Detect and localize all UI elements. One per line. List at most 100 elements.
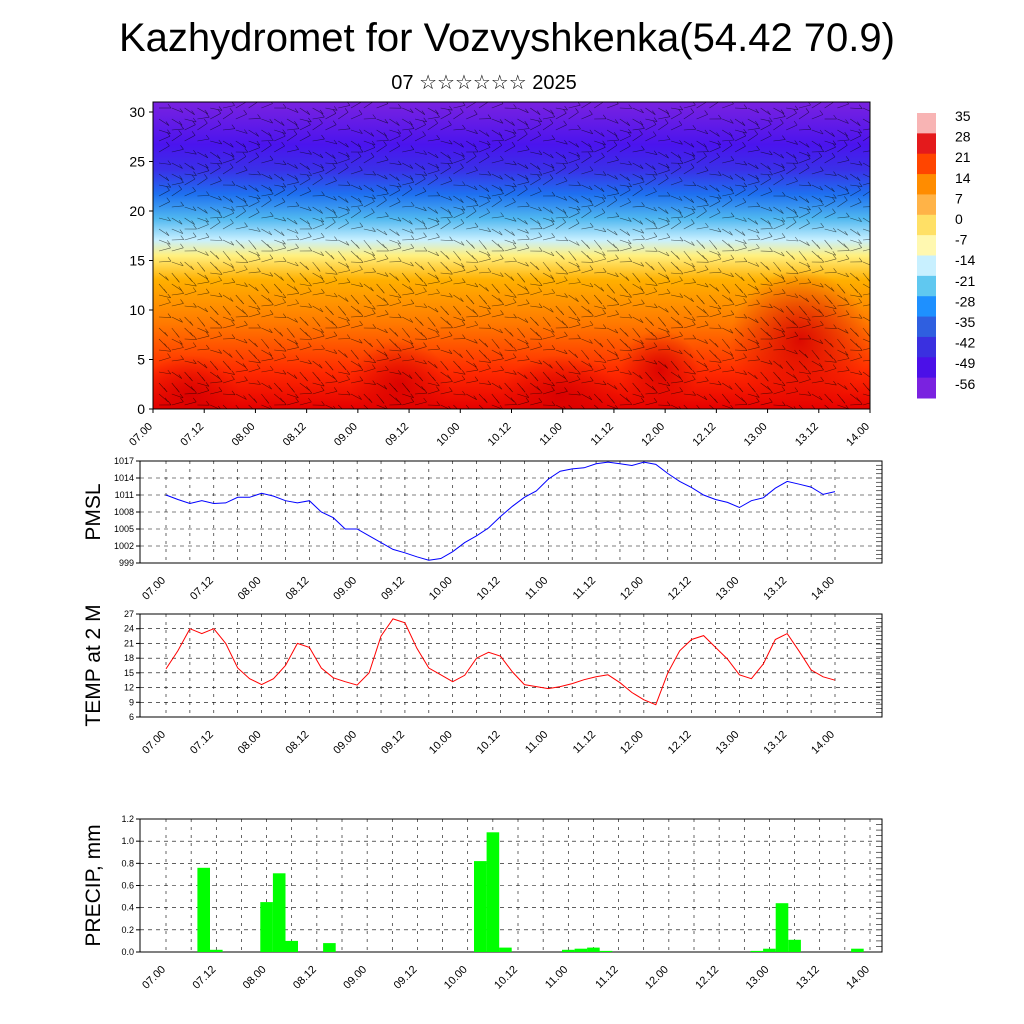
wind-barb <box>158 239 171 245</box>
wind-barb <box>171 261 184 267</box>
wind-barb-flag <box>794 349 798 355</box>
wind-barb-flag <box>382 243 386 249</box>
wind-barb <box>747 247 760 252</box>
wind-barb <box>798 349 809 359</box>
wind-barb <box>261 304 274 307</box>
wind-barb-flag <box>359 376 364 381</box>
wind-barb-flag <box>602 171 607 176</box>
wind-barb-flag <box>410 393 414 398</box>
wind-barb-flag <box>538 117 543 122</box>
wind-barb <box>862 128 870 131</box>
wind-barb <box>722 103 734 109</box>
wind-barb-flag <box>794 377 799 382</box>
x-tick-label: 13.12 <box>761 729 789 757</box>
wind-barb <box>402 107 414 113</box>
wind-barb <box>811 393 823 401</box>
wind-barb <box>325 250 335 260</box>
wind-barb <box>658 116 671 120</box>
wind-barb-flag <box>858 314 863 319</box>
wind-barb-flag <box>190 265 194 270</box>
wind-barb-flag <box>193 224 197 230</box>
wind-barb <box>632 261 644 267</box>
wind-barb-flag <box>257 227 261 232</box>
wind-barb-flag <box>743 298 747 303</box>
wind-barb-flag <box>423 397 427 403</box>
wind-barb-flag <box>550 274 554 279</box>
wind-barb-flag <box>524 120 528 126</box>
wind-barb-flag <box>754 374 758 380</box>
wind-barb <box>184 178 196 186</box>
wind-barb-flag <box>345 208 350 214</box>
wind-barb <box>286 118 298 126</box>
wind-barb-flag <box>473 185 478 191</box>
wind-barb <box>350 184 363 191</box>
wind-barb-flag <box>767 110 771 115</box>
wind-barb <box>158 393 169 403</box>
colorbar-label: -14 <box>955 252 975 268</box>
wind-barb <box>530 360 542 365</box>
wind-barb-flag <box>231 370 235 375</box>
wind-barb-flag <box>688 365 693 371</box>
wind-barb-flag <box>356 244 360 249</box>
wind-barb <box>312 224 324 230</box>
wind-barb-flag <box>166 186 170 191</box>
wind-barb <box>299 206 312 211</box>
wind-barb <box>645 305 658 308</box>
wind-barb <box>440 151 451 159</box>
wind-barb-flag <box>255 132 259 137</box>
wind-barb <box>773 305 784 313</box>
wind-barb <box>363 283 374 292</box>
y-tick-label: 24 <box>124 624 134 634</box>
wind-barb <box>414 360 427 365</box>
wind-barb-flag <box>483 245 487 250</box>
wind-barb-flag <box>319 119 323 124</box>
wind-barb <box>709 228 722 233</box>
colorbar-label: 14 <box>955 170 971 186</box>
wind-barb-flag <box>394 288 398 294</box>
wind-barb-flag <box>307 206 312 211</box>
wind-barb-flag <box>666 331 671 337</box>
wind-barb-flag <box>780 153 784 159</box>
wind-barb <box>773 169 785 175</box>
wind-barb <box>734 184 747 187</box>
wind-barb-flag <box>794 105 799 110</box>
wind-barb <box>619 135 631 142</box>
wind-barb <box>824 156 836 164</box>
wind-barb <box>786 180 798 186</box>
wind-barb-flag <box>396 176 400 181</box>
wind-barb <box>619 302 632 307</box>
wind-barb-flag <box>602 114 607 119</box>
wind-barb-flag <box>449 236 453 241</box>
wind-barb-flag <box>267 243 271 249</box>
wind-barb-flag <box>872 203 875 207</box>
wind-barb-flag <box>754 130 758 135</box>
wind-barb-flag <box>306 220 311 225</box>
wind-barb <box>517 371 528 380</box>
wind-barb-flag <box>316 267 321 272</box>
wind-barb-flag <box>179 229 184 234</box>
wind-barb <box>286 303 299 307</box>
wind-barb <box>197 281 210 285</box>
wind-barb <box>837 358 850 362</box>
wind-barb-flag <box>334 236 338 241</box>
wind-barb <box>581 250 591 260</box>
wind-barb <box>850 349 863 351</box>
wind-barb-flag <box>662 322 666 327</box>
wind-barb <box>261 129 272 137</box>
wind-barb-flag <box>253 398 258 403</box>
wind-barb <box>261 313 274 318</box>
wind-barb-flag <box>434 364 438 369</box>
wind-barb <box>325 280 337 285</box>
colorbar-label: 0 <box>955 211 963 227</box>
wind-barb-flag <box>844 385 848 390</box>
wind-barb-flag <box>167 160 172 165</box>
wind-barb-flag <box>858 346 863 351</box>
wind-barb-flag <box>355 299 360 305</box>
x-tick-label: 13.12 <box>761 575 789 603</box>
wind-barb-flag <box>665 153 669 159</box>
wind-barb <box>696 114 708 120</box>
wind-barb <box>491 272 504 277</box>
wind-barb-flag <box>435 217 440 222</box>
wind-barb <box>274 228 285 236</box>
